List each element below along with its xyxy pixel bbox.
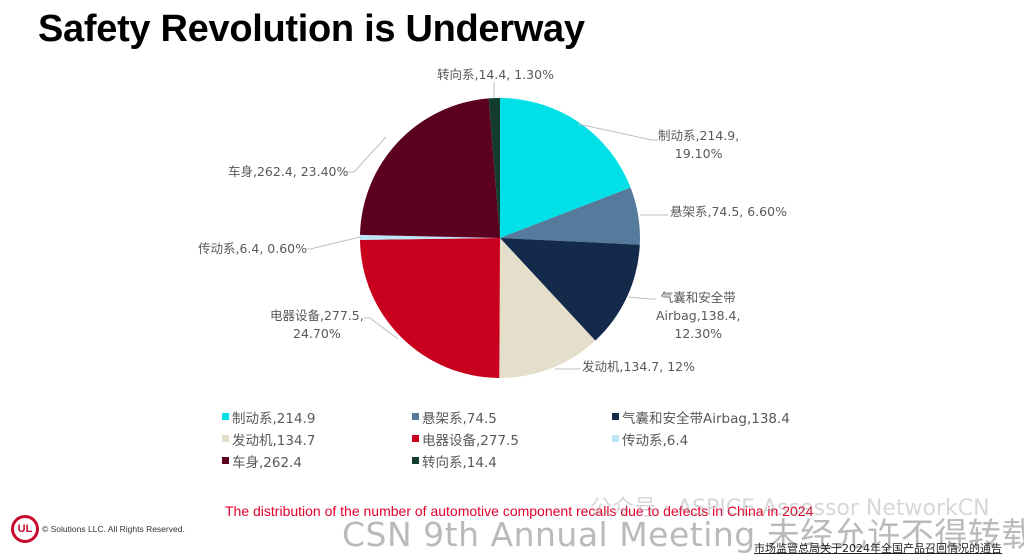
label-airbag-line3: 12.30%: [674, 326, 723, 341]
legend-swatch: [222, 435, 229, 442]
leader-brake: [577, 123, 658, 141]
legend-swatch: [612, 435, 619, 442]
leader-electrical: [364, 317, 399, 340]
slice-transmission: [359, 234, 500, 240]
legend-label: 传动系,6.4: [622, 432, 689, 449]
label-body: 车身,262.4, 23.40%: [228, 163, 348, 181]
label-electrical-line2: 24.70%: [293, 326, 341, 341]
slice-engine: [499, 238, 596, 379]
label-electrical-line1: 电器设备,277.5,: [270, 308, 364, 323]
legend-label: 悬架系,74.5: [422, 410, 497, 427]
label-transmission-line1: 传动系,6.4, 0.60%: [198, 241, 308, 256]
legend-item-steering: 转向系,14.4: [412, 451, 612, 471]
legend-swatch: [222, 457, 229, 464]
label-brake-line2: 19.10%: [674, 146, 723, 161]
legend-label: 气囊和安全带Airbag,138.4: [622, 410, 790, 427]
legend-swatch: [412, 413, 419, 420]
label-engine: 发动机,134.7, 12%: [582, 358, 695, 376]
chart-legend: 制动系,214.9 悬架系,74.5 气囊和安全带Airbag,138.4 发动…: [222, 407, 832, 471]
legend-swatch: [612, 413, 619, 420]
legend-swatch: [412, 435, 419, 442]
label-airbag-line1: 气囊和安全带: [660, 290, 736, 305]
legend-swatch: [222, 413, 229, 420]
label-electrical: 电器设备,277.5, 24.70%: [270, 307, 364, 343]
label-suspension-line1: 悬架系,74.5, 6.60%: [670, 204, 787, 219]
legend-item-electrical: 电器设备,277.5: [412, 429, 612, 449]
label-steering: 转向系,14.4, 1.30%: [437, 66, 554, 84]
legend-swatch: [412, 457, 419, 464]
legend-item-suspension: 悬架系,74.5: [412, 407, 612, 427]
watermark: CSN 9th Annual Meeting 未经允许不得转载: [342, 515, 1024, 554]
legend-label: 车身,262.4: [232, 454, 302, 471]
legend-item-transmission: 传动系,6.4: [612, 429, 832, 449]
logo-text: UL: [17, 523, 33, 535]
copyright-text: © Solutions LLC. All Rights Reserved.: [42, 524, 185, 534]
legend-item-airbag: 气囊和安全带Airbag,138.4: [612, 407, 832, 427]
leader-body: [348, 136, 387, 173]
legend-label: 制动系,214.9: [232, 410, 316, 427]
slice-body: [360, 98, 500, 239]
legend-item-body: 车身,262.4: [222, 451, 412, 471]
legend-item-engine: 发动机,134.7: [222, 429, 412, 449]
slice-brake: [500, 98, 631, 238]
label-brake: 制动系,214.9, 19.10%: [658, 127, 739, 163]
legend-item-brake: 制动系,214.9: [222, 407, 412, 427]
label-steering-line1: 转向系,14.4, 1.30%: [437, 67, 554, 82]
slice-electrical: [360, 238, 500, 378]
legend-label: 转向系,14.4: [422, 454, 497, 471]
label-airbag-line2: Airbag,138.4,: [656, 308, 741, 323]
slice-suspension: [500, 187, 640, 245]
leader-transmission: [306, 236, 361, 250]
label-brake-line1: 制动系,214.9,: [658, 128, 740, 143]
chart-caption: The distribution of the number of automo…: [225, 503, 814, 519]
label-suspension: 悬架系,74.5, 6.60%: [670, 203, 787, 221]
legend-label: 发动机,134.7: [232, 432, 316, 449]
label-transmission: 传动系,6.4, 0.60%: [198, 240, 307, 258]
leader-airbag: [627, 296, 656, 300]
label-engine-line1: 发动机,134.7, 12%: [582, 359, 695, 374]
slice-steering: [488, 97, 500, 238]
source-note: 市场监管总局关于2024年全国产品召回情况的通告: [754, 542, 1002, 555]
watermark-secondary: 公众号 · ASPICE Assessor NetworkCN: [590, 496, 990, 521]
ul-logo-icon: UL: [11, 515, 39, 543]
legend-label: 电器设备,277.5: [422, 432, 519, 449]
label-body-line1: 车身,262.4, 23.40%: [228, 164, 349, 179]
label-airbag: 气囊和安全带 Airbag,138.4, 12.30%: [656, 289, 740, 343]
slide-title: Safety Revolution is Underway: [38, 8, 585, 50]
slice-airbag: [500, 238, 640, 341]
